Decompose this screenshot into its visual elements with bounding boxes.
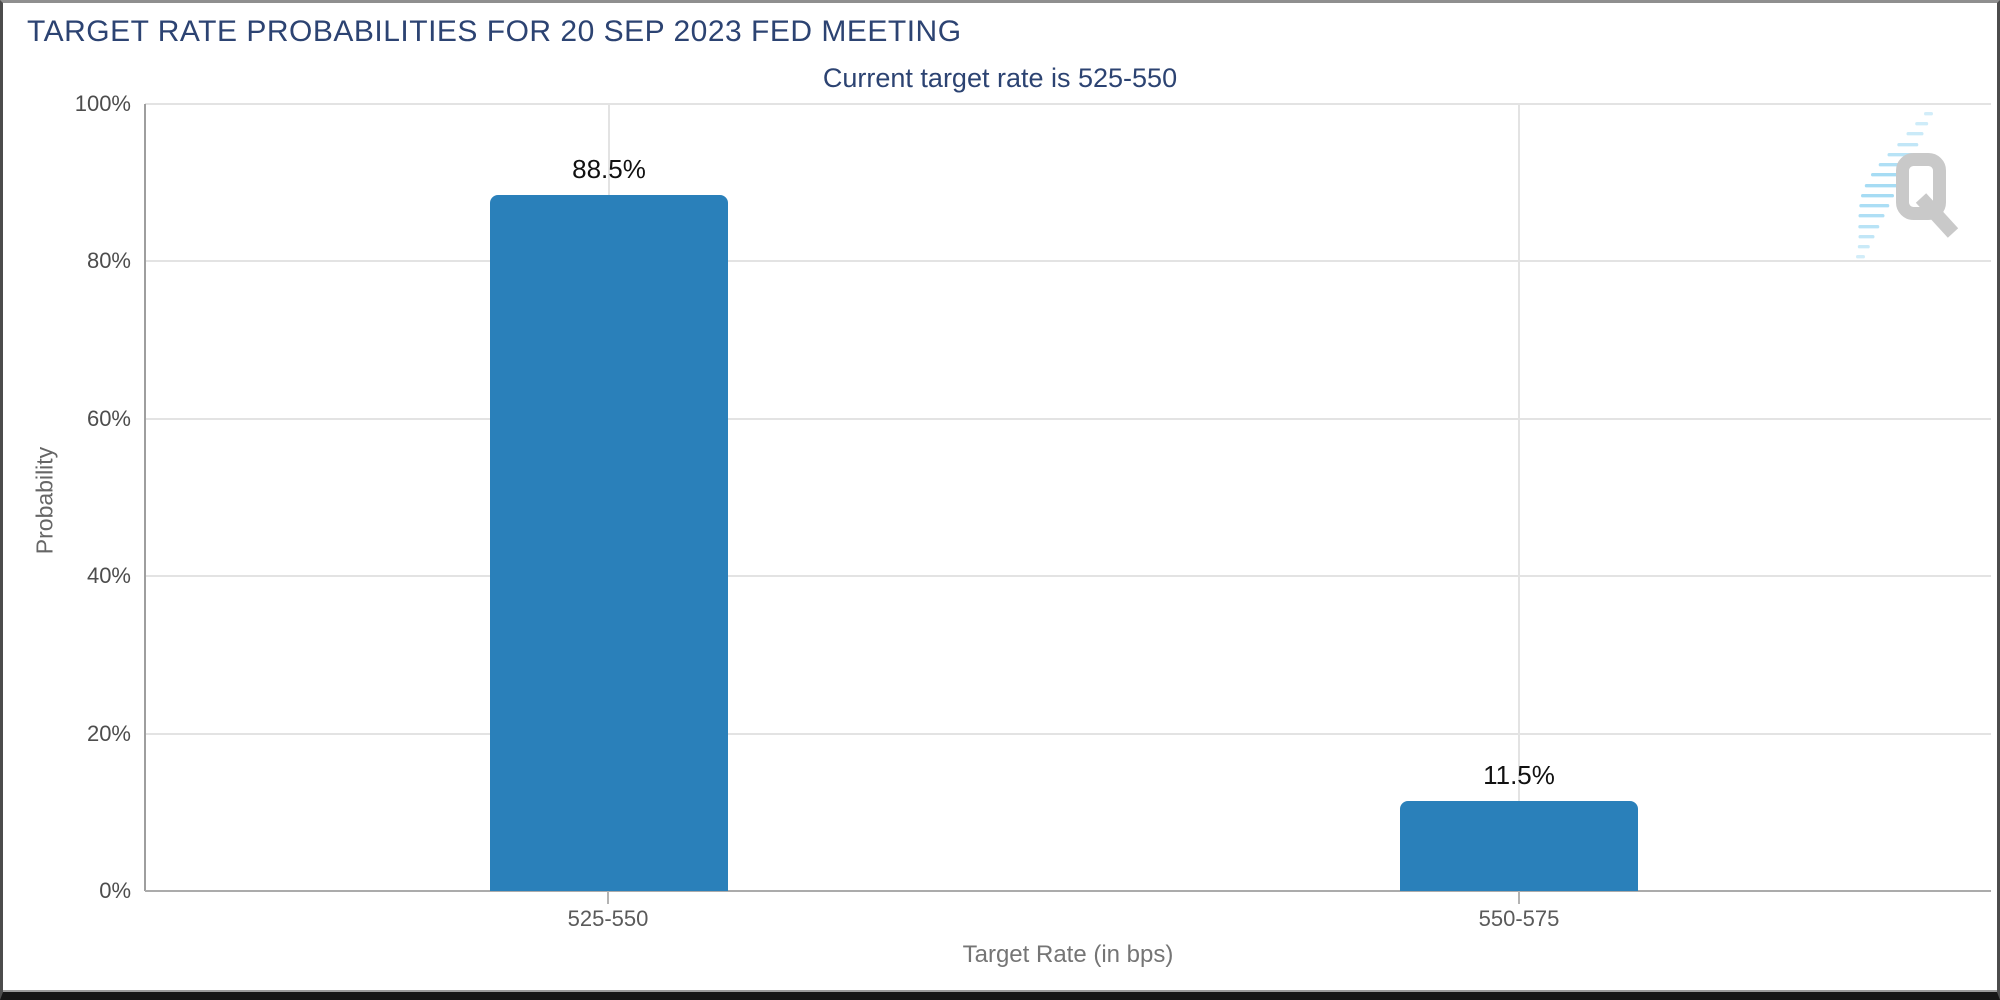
bar-550-575[interactable] <box>1400 800 1638 891</box>
y-tick-label: 0% <box>99 878 131 903</box>
h-gridline <box>145 260 1991 263</box>
x-tick-label: 525-550 <box>567 906 649 931</box>
y-axis-title: Probability <box>31 446 58 555</box>
x-axis-line <box>145 890 1991 892</box>
y-tick-label: 80% <box>86 248 131 274</box>
x-axis-title: Target Rate (in bps) <box>962 941 1174 968</box>
y-axis-line <box>144 104 146 891</box>
y-tick-label: 40% <box>86 563 131 589</box>
h-gridline <box>145 732 1991 735</box>
chart-subtitle: Current target rate is 525-550 <box>822 63 1178 93</box>
chart-title: TARGET RATE PROBABILITIES FOR 20 SEP 202… <box>27 15 962 48</box>
bar-value-label: 88.5% <box>572 153 646 184</box>
bar-525-550[interactable] <box>490 194 728 891</box>
plot-area: 88.5% 11.5% <box>144 103 1991 892</box>
y-tick-label: 100% <box>74 91 131 116</box>
logo-swoosh-dashes <box>1856 112 1933 259</box>
v-gridline <box>1518 104 1520 891</box>
x-tick <box>607 891 609 904</box>
y-axis-labels: 0% 20% 40% 60% 80% 100% <box>3 91 131 903</box>
h-gridline <box>145 417 1991 420</box>
x-tick <box>1518 891 1520 904</box>
logo-q-letter <box>1896 153 1959 238</box>
h-gridline <box>145 575 1991 578</box>
bar-value-label: 11.5% <box>1483 759 1555 790</box>
y-tick-label: 60% <box>86 405 131 431</box>
x-tick-label: 550-575 <box>1478 906 1560 931</box>
h-gridline <box>145 103 1991 105</box>
bar-group-550-575: 11.5% <box>1400 104 1638 891</box>
q-logo-watermark <box>1856 112 1959 259</box>
bar-group-525-550: 88.5% <box>490 104 728 891</box>
y-tick-label: 20% <box>86 720 131 746</box>
